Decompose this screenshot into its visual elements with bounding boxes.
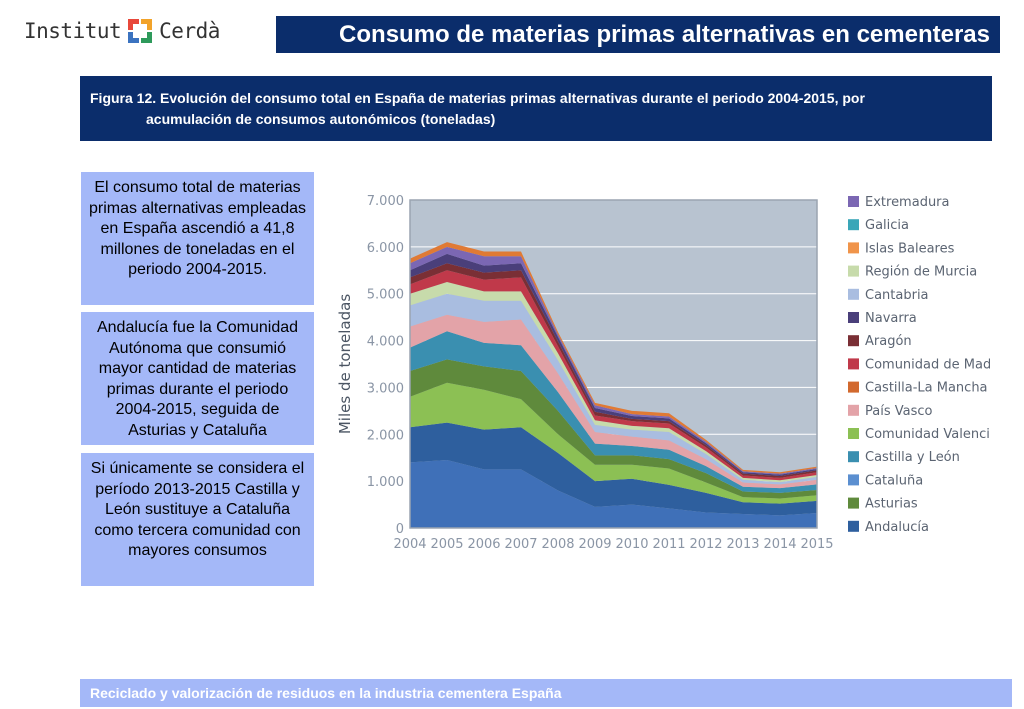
area-series (410, 314, 817, 489)
y-tick-label: 4.000 (367, 335, 404, 350)
page-title: Consumo de materias primas alternativas … (276, 16, 1000, 53)
logo-text-right: Cerdà (159, 19, 220, 43)
x-tick-label: 2012 (689, 537, 722, 552)
legend-label: País Vasco (865, 404, 933, 419)
area-series (410, 460, 817, 528)
legend-swatch (848, 428, 859, 439)
info-box-castilla: Si únicamente se considera el período 20… (81, 453, 314, 586)
legend-label: Islas Baleares (865, 241, 955, 256)
legend-label: Cataluña (865, 473, 923, 488)
area-series (410, 293, 817, 485)
info-box-andalucia: Andalucía fue la Comunidad Autónoma que … (81, 312, 314, 445)
x-tick-label: 2007 (504, 537, 537, 552)
y-tick-label: 7.000 (367, 194, 404, 209)
y-axis-label: Miles de toneladas (336, 294, 354, 434)
x-tick-label: 2005 (430, 537, 463, 552)
legend-label: Cantabria (865, 288, 929, 303)
x-tick-label: 2014 (763, 537, 796, 552)
area-series (410, 382, 817, 504)
footer-bar: Reciclado y valorización de residuos en … (80, 679, 1012, 707)
plot-frame (409, 199, 818, 529)
y-tick-label: 2.000 (367, 428, 404, 443)
legend-swatch (848, 358, 859, 370)
legend-label: Andalucía (865, 520, 929, 535)
legend-swatch (848, 196, 859, 207)
legend-label: Extremadura (865, 195, 950, 210)
y-tick-label: 3.000 (367, 381, 404, 396)
legend-swatch (848, 381, 859, 393)
info-box-total: El consumo total de materias primas alte… (81, 172, 314, 305)
x-tick-label: 2010 (615, 537, 648, 552)
legend-swatch (848, 335, 859, 347)
legend-label: Aragón (865, 334, 912, 349)
y-tick-label: 6.000 (367, 241, 404, 256)
x-tick-label: 2004 (393, 537, 426, 552)
area-series (410, 422, 817, 516)
legend-label: Navarra (865, 311, 917, 326)
y-tick-label: 0 (396, 522, 404, 537)
area-series (410, 359, 817, 499)
legend-swatch (848, 312, 859, 323)
y-tick-label: 5.000 (367, 288, 404, 303)
figure-caption-line1: Figura 12. Evolución del consumo total e… (90, 90, 865, 106)
x-tick-label: 2015 (800, 537, 833, 552)
logo-text-left: Institut (24, 19, 122, 43)
legend-swatch (848, 451, 859, 463)
x-tick-label: 2008 (541, 537, 574, 552)
legend-swatch (848, 520, 859, 532)
legend-label: Región de Murcia (865, 265, 977, 280)
x-tick-label: 2009 (578, 537, 611, 552)
legend-swatch (848, 474, 859, 486)
figure-caption: Figura 12. Evolución del consumo total e… (80, 76, 992, 141)
legend-swatch (848, 288, 859, 300)
x-tick-label: 2011 (652, 537, 685, 552)
legend-label: Comunidad de Madrid (865, 357, 990, 372)
legend-swatch (848, 242, 859, 254)
logo-mark-icon (128, 19, 153, 43)
institut-cerda-logo: Institut Cerdà (24, 14, 220, 48)
legend-label: Galicia (865, 218, 909, 233)
y-tick-label: 1.000 (367, 475, 404, 490)
legend-swatch (848, 265, 859, 277)
area-series (410, 331, 817, 493)
legend-label: Castilla-La Mancha (865, 381, 988, 396)
legend-label: Comunidad Valenciana (865, 427, 990, 442)
legend-swatch (848, 404, 859, 416)
legend-swatch (848, 219, 859, 231)
legend-swatch (848, 497, 859, 509)
x-tick-label: 2006 (467, 537, 500, 552)
figure-caption-line2: acumulación de consumos autonómicos (ton… (146, 111, 496, 127)
x-tick-label: 2013 (726, 537, 759, 552)
stacked-area-chart: 0 1.000 2.000 3.000 4.000 5.000 6.000 7.000 2004… (336, 194, 990, 552)
legend-label: Castilla y León (865, 450, 960, 465)
legend-label: Asturias (865, 497, 918, 512)
